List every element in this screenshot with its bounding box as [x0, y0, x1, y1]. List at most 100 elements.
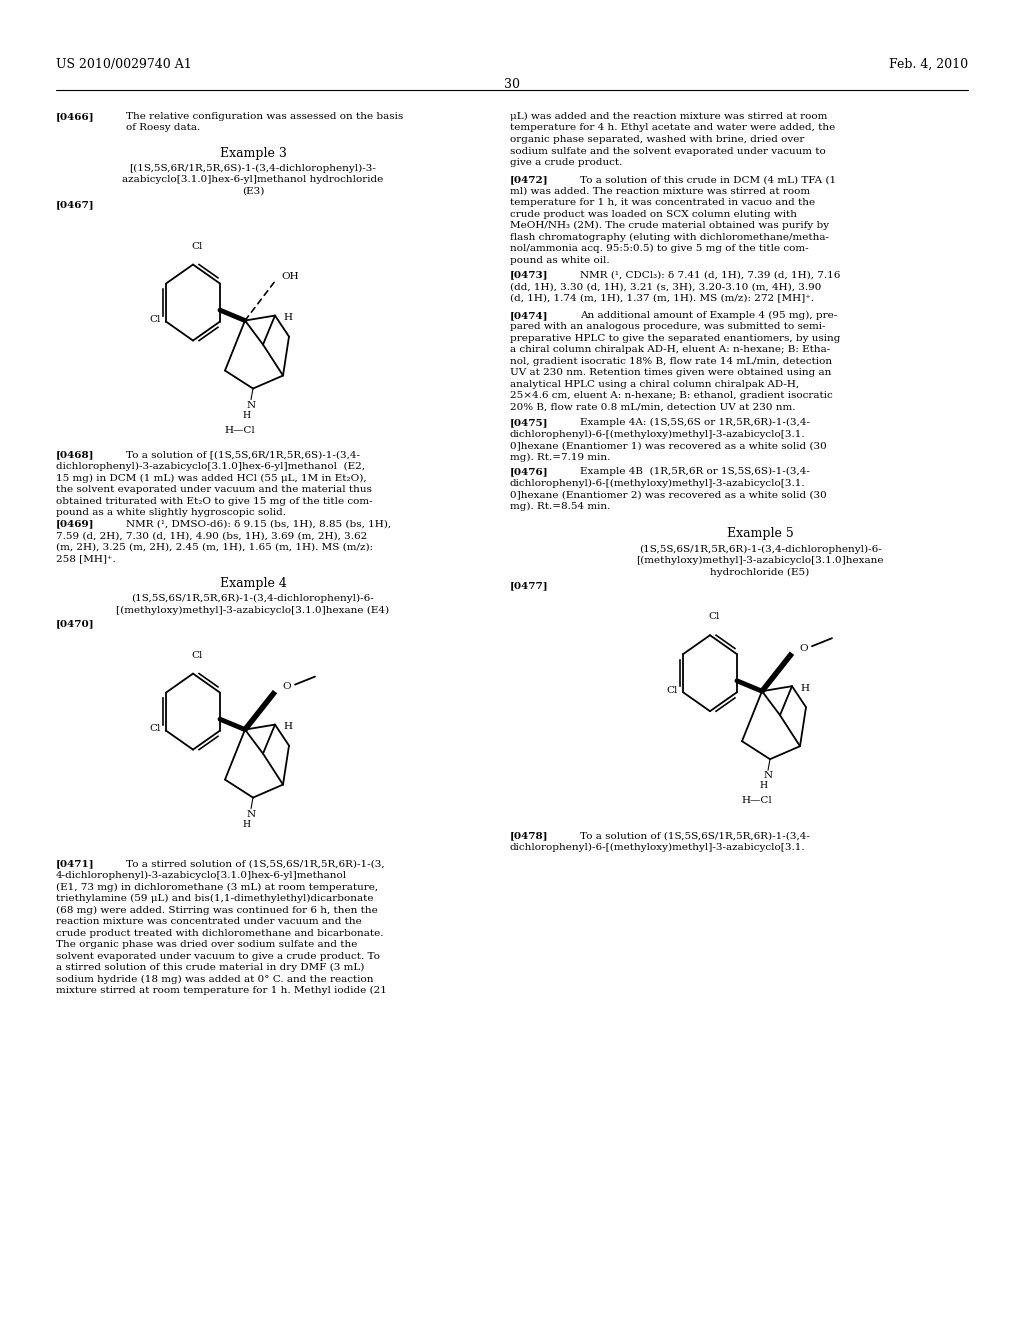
Text: (m, 2H), 3.25 (m, 2H), 2.45 (m, 1H), 1.65 (m, 1H). MS (m/z):: (m, 2H), 3.25 (m, 2H), 2.45 (m, 1H), 1.6…: [56, 543, 373, 552]
Text: mg). Rt.=8.54 min.: mg). Rt.=8.54 min.: [510, 502, 610, 511]
Text: 25×4.6 cm, eluent A: n-hexane; B: ethanol, gradient isocratic: 25×4.6 cm, eluent A: n-hexane; B: ethano…: [510, 392, 833, 400]
Text: 258 [MH]⁺.: 258 [MH]⁺.: [56, 554, 116, 564]
Text: 30: 30: [504, 78, 520, 91]
Text: 0]hexane (Enantiomer 1) was recovered as a white solid (30: 0]hexane (Enantiomer 1) was recovered as…: [510, 441, 826, 450]
Text: dichlorophenyl)-3-azabicyclo[3.1.0]hex-6-yl]methanol  (E2,: dichlorophenyl)-3-azabicyclo[3.1.0]hex-6…: [56, 462, 365, 471]
Text: of Roesy data.: of Roesy data.: [126, 124, 201, 132]
Text: a chiral column chiralpak AD-H, eluent A: n-hexane; B: Etha-: a chiral column chiralpak AD-H, eluent A…: [510, 346, 830, 355]
Text: organic phase separated, washed with brine, dried over: organic phase separated, washed with bri…: [510, 135, 805, 144]
Text: [0471]: [0471]: [56, 859, 94, 869]
Text: a stirred solution of this crude material in dry DMF (3 mL): a stirred solution of this crude materia…: [56, 964, 365, 973]
Text: The organic phase was dried over sodium sulfate and the: The organic phase was dried over sodium …: [56, 940, 357, 949]
Text: H—Cl: H—Cl: [224, 425, 255, 434]
Text: H—Cl: H—Cl: [741, 796, 772, 805]
Text: nol, gradient isocratic 18% B, flow rate 14 mL/min, detection: nol, gradient isocratic 18% B, flow rate…: [510, 356, 833, 366]
Text: pound as a white slightly hygroscopic solid.: pound as a white slightly hygroscopic so…: [56, 508, 286, 517]
Text: H: H: [283, 722, 292, 731]
Text: Cl: Cl: [709, 612, 720, 622]
Text: flash chromatography (eluting with dichloromethane/metha-: flash chromatography (eluting with dichl…: [510, 232, 829, 242]
Text: [0475]: [0475]: [510, 418, 549, 426]
Text: pared with an analogous procedure, was submitted to semi-: pared with an analogous procedure, was s…: [510, 322, 825, 331]
Text: Cl: Cl: [191, 651, 203, 660]
Text: 7.59 (d, 2H), 7.30 (d, 1H), 4.90 (bs, 1H), 3.69 (m, 2H), 3.62: 7.59 (d, 2H), 7.30 (d, 1H), 4.90 (bs, 1H…: [56, 531, 368, 540]
Text: Cl: Cl: [667, 685, 678, 694]
Text: [(1S,5S,6R/1R,5R,6S)-1-(3,4-dichlorophenyl)-3-: [(1S,5S,6R/1R,5R,6S)-1-(3,4-dichlorophen…: [130, 164, 377, 173]
Text: An additional amount of Example 4 (95 mg), pre-: An additional amount of Example 4 (95 mg…: [580, 312, 838, 319]
Text: 0]hexane (Enantiomer 2) was recovered as a white solid (30: 0]hexane (Enantiomer 2) was recovered as…: [510, 490, 826, 499]
Text: H: H: [760, 781, 768, 791]
Text: [0478]: [0478]: [510, 832, 549, 841]
Text: Example 3: Example 3: [219, 147, 287, 160]
Text: [0467]: [0467]: [56, 201, 94, 210]
Text: (1S,5S,6S/1R,5R,6R)-1-(3,4-dichlorophenyl)-6-: (1S,5S,6S/1R,5R,6R)-1-(3,4-dichloropheny…: [132, 594, 375, 603]
Text: [0469]: [0469]: [56, 520, 94, 528]
Text: (d, 1H), 1.74 (m, 1H), 1.37 (m, 1H). MS (m/z): 272 [MH]⁺.: (d, 1H), 1.74 (m, 1H), 1.37 (m, 1H). MS …: [510, 294, 814, 302]
Text: [0473]: [0473]: [510, 271, 549, 280]
Text: MeOH/NH₃ (2M). The crude material obtained was purify by: MeOH/NH₃ (2M). The crude material obtain…: [510, 222, 829, 231]
Text: triethylamine (59 μL) and bis(1,1-dimethylethyl)dicarbonate: triethylamine (59 μL) and bis(1,1-dimeth…: [56, 894, 374, 903]
Text: H: H: [283, 313, 292, 322]
Text: US 2010/0029740 A1: US 2010/0029740 A1: [56, 58, 191, 71]
Text: [0476]: [0476]: [510, 467, 549, 477]
Text: μL) was added and the reaction mixture was stirred at room: μL) was added and the reaction mixture w…: [510, 112, 827, 121]
Text: To a stirred solution of (1S,5S,6S/1R,5R,6R)-1-(3,: To a stirred solution of (1S,5S,6S/1R,5R…: [126, 859, 385, 869]
Text: dichlorophenyl)-6-[(methyloxy)methyl]-3-azabicyclo[3.1.: dichlorophenyl)-6-[(methyloxy)methyl]-3-…: [510, 842, 806, 851]
Text: give a crude product.: give a crude product.: [510, 158, 623, 168]
Text: H: H: [243, 411, 251, 420]
Text: H: H: [800, 684, 809, 693]
Text: obtained triturated with Et₂O to give 15 mg of the title com-: obtained triturated with Et₂O to give 15…: [56, 496, 373, 506]
Text: nol/ammonia acq. 95:5:0.5) to give 5 mg of the title com-: nol/ammonia acq. 95:5:0.5) to give 5 mg …: [510, 244, 809, 253]
Text: (E3): (E3): [242, 186, 264, 195]
Text: To a solution of (1S,5S,6S/1R,5R,6R)-1-(3,4-: To a solution of (1S,5S,6S/1R,5R,6R)-1-(…: [580, 832, 810, 841]
Text: ml) was added. The reaction mixture was stirred at room: ml) was added. The reaction mixture was …: [510, 186, 810, 195]
Text: Feb. 4, 2010: Feb. 4, 2010: [889, 58, 968, 71]
Text: sodium hydride (18 mg) was added at 0° C. and the reaction: sodium hydride (18 mg) was added at 0° C…: [56, 974, 374, 983]
Text: [0468]: [0468]: [56, 450, 94, 459]
Text: sodium sulfate and the solvent evaporated under vacuum to: sodium sulfate and the solvent evaporate…: [510, 147, 825, 156]
Text: crude product treated with dichloromethane and bicarbonate.: crude product treated with dichlorometha…: [56, 928, 384, 937]
Text: Cl: Cl: [150, 725, 161, 733]
Text: Example 4A: (1S,5S,6S or 1R,5R,6R)-1-(3,4-: Example 4A: (1S,5S,6S or 1R,5R,6R)-1-(3,…: [580, 418, 810, 428]
Text: the solvent evaporated under vacuum and the material thus: the solvent evaporated under vacuum and …: [56, 484, 372, 494]
Text: O: O: [283, 682, 291, 692]
Text: solvent evaporated under vacuum to give a crude product. To: solvent evaporated under vacuum to give …: [56, 952, 380, 961]
Text: temperature for 1 h, it was concentrated in vacuo and the: temperature for 1 h, it was concentrated…: [510, 198, 815, 207]
Text: [0470]: [0470]: [56, 619, 94, 628]
Text: [(methyloxy)methyl]-3-azabicyclo[3.1.0]hexane (E4): [(methyloxy)methyl]-3-azabicyclo[3.1.0]h…: [117, 606, 389, 615]
Text: [0472]: [0472]: [510, 176, 549, 185]
Text: pound as white oil.: pound as white oil.: [510, 256, 609, 265]
Text: Example 5: Example 5: [727, 527, 794, 540]
Text: crude product was loaded on SCX column eluting with: crude product was loaded on SCX column e…: [510, 210, 797, 219]
Text: preparative HPLC to give the separated enantiomers, by using: preparative HPLC to give the separated e…: [510, 334, 841, 343]
Text: 20% B, flow rate 0.8 mL/min, detection UV at 230 nm.: 20% B, flow rate 0.8 mL/min, detection U…: [510, 403, 796, 412]
Text: mg). Rt.=7.19 min.: mg). Rt.=7.19 min.: [510, 453, 610, 462]
Text: To a solution of [(1S,5S,6R/1R,5R,6S)-1-(3,4-: To a solution of [(1S,5S,6R/1R,5R,6S)-1-…: [126, 450, 360, 459]
Text: Example 4B  (1R,5R,6R or 1S,5S,6S)-1-(3,4-: Example 4B (1R,5R,6R or 1S,5S,6S)-1-(3,4…: [580, 467, 810, 477]
Text: (68 mg) were added. Stirring was continued for 6 h, then the: (68 mg) were added. Stirring was continu…: [56, 906, 378, 915]
Text: H: H: [243, 820, 251, 829]
Text: N: N: [764, 771, 772, 780]
Text: Cl: Cl: [150, 315, 161, 323]
Text: NMR (¹, CDCl₃): δ 7.41 (d, 1H), 7.39 (d, 1H), 7.16: NMR (¹, CDCl₃): δ 7.41 (d, 1H), 7.39 (d,…: [580, 271, 841, 280]
Text: analytical HPLC using a chiral column chiralpak AD-H,: analytical HPLC using a chiral column ch…: [510, 380, 799, 389]
Text: 15 mg) in DCM (1 mL) was added HCl (55 μL, 1M in Et₂O),: 15 mg) in DCM (1 mL) was added HCl (55 μ…: [56, 474, 367, 483]
Text: The relative configuration was assessed on the basis: The relative configuration was assessed …: [126, 112, 403, 121]
Text: NMR (¹, DMSO-d6): δ 9.15 (bs, 1H), 8.85 (bs, 1H),: NMR (¹, DMSO-d6): δ 9.15 (bs, 1H), 8.85 …: [126, 520, 391, 528]
Text: [(methyloxy)methyl]-3-azabicyclo[3.1.0]hexane: [(methyloxy)methyl]-3-azabicyclo[3.1.0]h…: [636, 556, 884, 565]
Text: hydrochloride (E5): hydrochloride (E5): [711, 568, 810, 577]
Text: OH: OH: [281, 272, 299, 281]
Text: Cl: Cl: [191, 242, 203, 251]
Text: Example 4: Example 4: [219, 577, 287, 590]
Text: (dd, 1H), 3.30 (d, 1H), 3.21 (s, 3H), 3.20-3.10 (m, 4H), 3.90: (dd, 1H), 3.30 (d, 1H), 3.21 (s, 3H), 3.…: [510, 282, 821, 292]
Text: azabicyclo[3.1.0]hex-6-yl]methanol hydrochloride: azabicyclo[3.1.0]hex-6-yl]methanol hydro…: [123, 176, 384, 185]
Text: dichlorophenyl)-6-[(methyloxy)methyl]-3-azabicyclo[3.1.: dichlorophenyl)-6-[(methyloxy)methyl]-3-…: [510, 429, 806, 438]
Text: (E1, 73 mg) in dichloromethane (3 mL) at room temperature,: (E1, 73 mg) in dichloromethane (3 mL) at…: [56, 883, 378, 892]
Text: To a solution of this crude in DCM (4 mL) TFA (1: To a solution of this crude in DCM (4 mL…: [580, 176, 837, 185]
Text: [0477]: [0477]: [510, 581, 549, 590]
Text: reaction mixture was concentrated under vacuum and the: reaction mixture was concentrated under …: [56, 917, 361, 927]
Text: temperature for 4 h. Ethyl acetate and water were added, the: temperature for 4 h. Ethyl acetate and w…: [510, 124, 836, 132]
Text: 4-dichlorophenyl)-3-azabicyclo[3.1.0]hex-6-yl]methanol: 4-dichlorophenyl)-3-azabicyclo[3.1.0]hex…: [56, 871, 347, 880]
Text: O: O: [800, 644, 808, 652]
Text: N: N: [247, 400, 256, 409]
Text: mixture stirred at room temperature for 1 h. Methyl iodide (21: mixture stirred at room temperature for …: [56, 986, 387, 995]
